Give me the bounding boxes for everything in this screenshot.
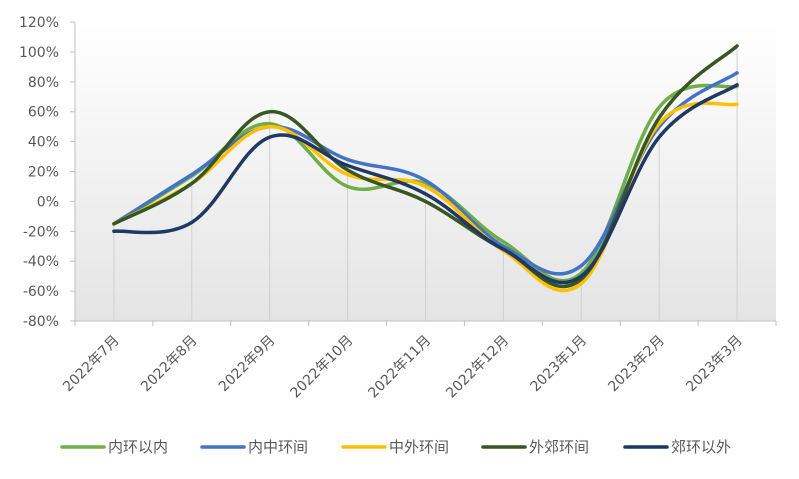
y-tick-label: -60% <box>23 284 59 300</box>
x-category-label: 2022年9月 <box>216 333 279 396</box>
y-tick-label: 120% <box>19 15 59 31</box>
legend-entry-label: 内环以内 <box>108 438 168 456</box>
y-tick-label: 100% <box>19 45 59 61</box>
x-category-label: 2023年3月 <box>683 333 746 396</box>
y-tick-label: -20% <box>23 224 59 240</box>
x-category-label: 2022年10月 <box>288 333 357 402</box>
y-tick-label: -40% <box>23 254 59 270</box>
x-category-label: 2022年7月 <box>60 333 123 396</box>
series-line-4 <box>112 44 739 289</box>
legend-entry-label: 外郊环间 <box>529 438 589 456</box>
legend-entry-label: 内中环间 <box>248 438 308 456</box>
y-tick-label: 80% <box>28 75 59 91</box>
x-category-label: 2022年8月 <box>138 333 201 396</box>
series-line-5 <box>112 83 739 285</box>
legend-entry-label: 中外环间 <box>389 438 449 456</box>
x-category-label: 2022年12月 <box>443 333 512 402</box>
y-tick-label: 20% <box>28 165 59 181</box>
y-tick-label: 40% <box>28 135 59 151</box>
x-category-label: 2022年11月 <box>365 333 434 402</box>
legend-entry-label: 郊环以外 <box>671 438 731 456</box>
y-tick-label: 60% <box>28 105 59 121</box>
y-tick-label: 0% <box>37 194 59 210</box>
y-tick-label: -80% <box>23 314 59 330</box>
x-category-label: 2023年1月 <box>527 333 590 396</box>
x-category-label: 2023年2月 <box>605 333 668 396</box>
